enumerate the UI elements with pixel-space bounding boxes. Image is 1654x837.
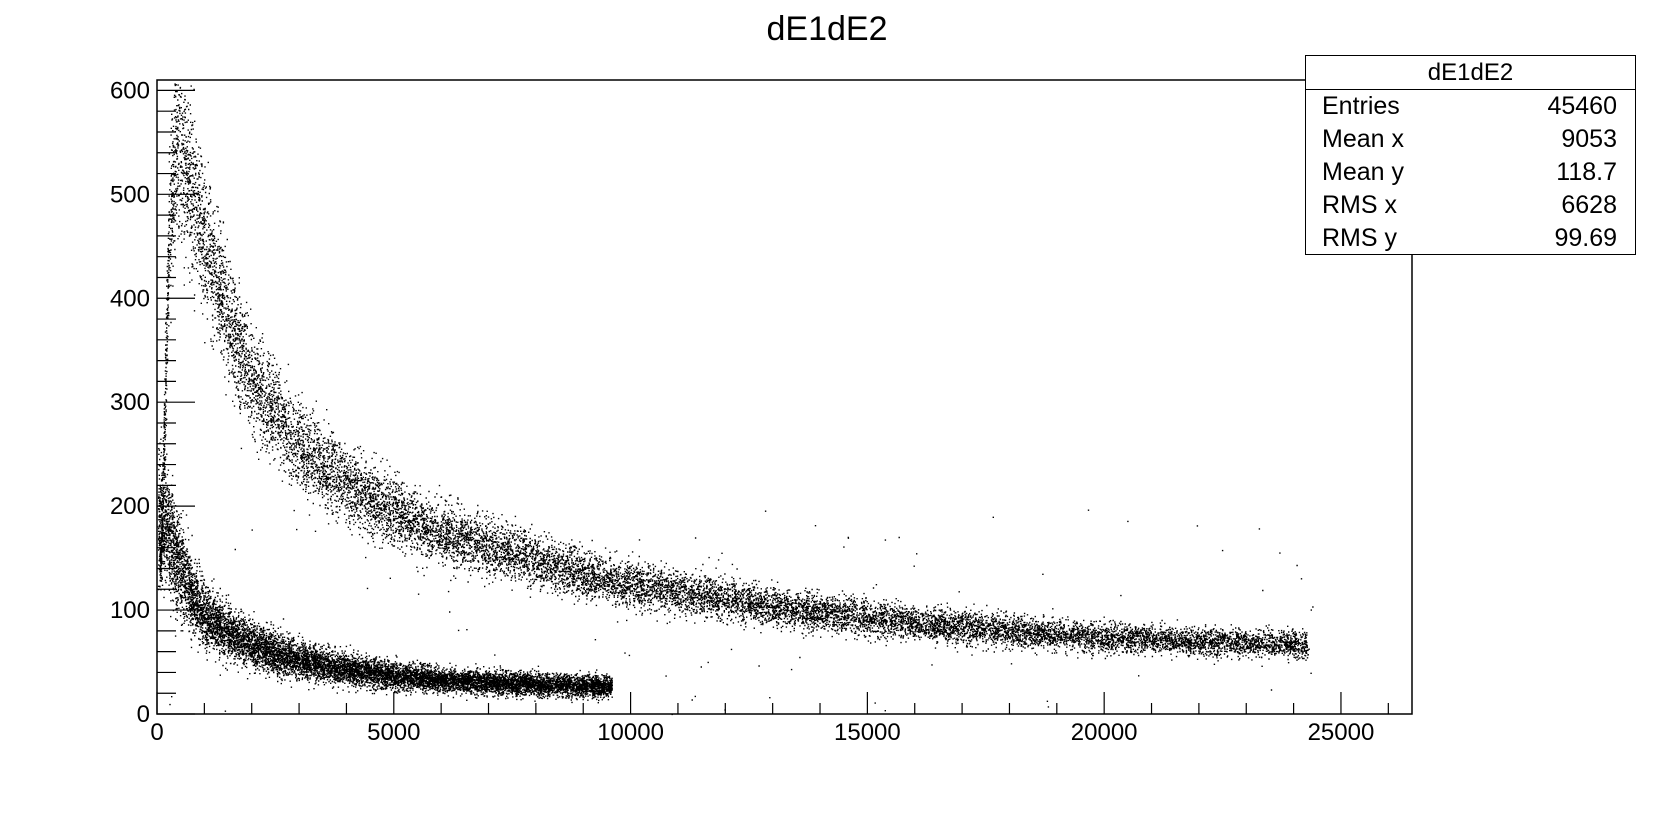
y-tick-label: 400 bbox=[110, 285, 150, 312]
x-tick-label: 0 bbox=[150, 719, 163, 746]
scatter-points bbox=[157, 83, 1314, 716]
chart-title: dE1dE2 bbox=[767, 10, 888, 48]
stats-row-mean-y: Mean y 118.7 bbox=[1306, 156, 1635, 189]
y-tick-label: 600 bbox=[110, 77, 150, 104]
x-tick-label: 10000 bbox=[597, 719, 664, 746]
stats-row-rms-x: RMS x 6628 bbox=[1306, 189, 1635, 222]
stats-row-entries: Entries 45460 bbox=[1306, 90, 1635, 123]
stats-value: 6628 bbox=[1561, 191, 1617, 219]
stats-value: 99.69 bbox=[1554, 224, 1617, 252]
stats-label: Mean y bbox=[1322, 158, 1404, 186]
stats-value: 45460 bbox=[1547, 92, 1617, 120]
x-tick-label: 15000 bbox=[834, 719, 901, 746]
stats-box: dE1dE2 Entries 45460 Mean x 9053 Mean y … bbox=[1305, 55, 1636, 255]
stats-row-mean-x: Mean x 9053 bbox=[1306, 123, 1635, 156]
y-tick-label: 500 bbox=[110, 181, 150, 208]
x-axis: 0 5000 10000 15000 20000 25000 bbox=[150, 692, 1389, 746]
stats-label: Mean x bbox=[1322, 125, 1404, 153]
x-tick-label: 20000 bbox=[1071, 719, 1138, 746]
stats-value: 118.7 bbox=[1556, 158, 1617, 186]
stats-row-rms-y: RMS y 99.69 bbox=[1306, 222, 1635, 255]
x-tick-label: 5000 bbox=[367, 719, 420, 746]
stats-title: dE1dE2 bbox=[1306, 56, 1635, 90]
y-tick-label: 100 bbox=[110, 597, 150, 624]
stats-label: RMS x bbox=[1322, 191, 1397, 219]
stats-label: RMS y bbox=[1322, 224, 1397, 252]
x-tick-label: 25000 bbox=[1308, 719, 1375, 746]
stats-value: 9053 bbox=[1561, 125, 1617, 153]
y-axis: 0 100 200 300 400 500 600 bbox=[110, 77, 195, 728]
y-tick-label: 300 bbox=[110, 389, 150, 416]
y-tick-label: 0 bbox=[137, 701, 150, 728]
plot-frame bbox=[156, 79, 1413, 715]
stats-label: Entries bbox=[1322, 92, 1400, 120]
y-tick-label: 200 bbox=[110, 493, 150, 520]
scatter-marks bbox=[157, 83, 1314, 716]
